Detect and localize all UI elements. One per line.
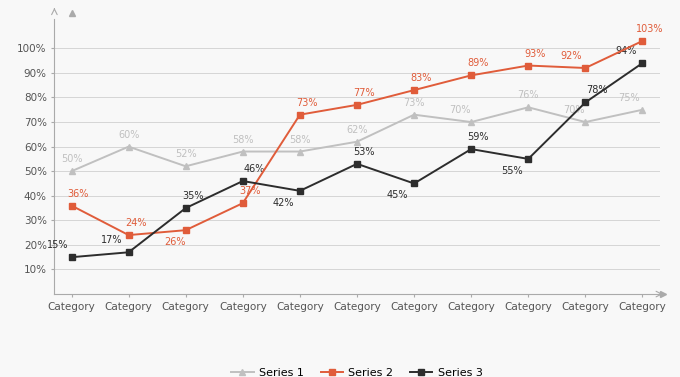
Text: 35%: 35% [182,191,203,201]
Text: 94%: 94% [615,46,636,56]
Text: 58%: 58% [232,135,254,145]
Text: 15%: 15% [47,240,69,250]
Text: 58%: 58% [289,135,311,145]
Text: 26%: 26% [164,237,186,247]
Text: 55%: 55% [500,166,522,176]
Text: 73%: 73% [296,98,318,108]
Text: 70%: 70% [564,105,585,115]
Text: 89%: 89% [467,58,489,68]
Text: 36%: 36% [68,188,89,199]
Text: 60%: 60% [118,130,139,140]
Text: 53%: 53% [353,147,375,157]
Text: 37%: 37% [239,186,260,196]
Text: 62%: 62% [346,125,368,135]
Text: 93%: 93% [524,49,546,58]
Text: 46%: 46% [243,164,265,174]
Text: 73%: 73% [403,98,425,108]
Text: 92%: 92% [561,51,582,61]
Text: 83%: 83% [410,73,432,83]
Text: 76%: 76% [517,90,539,100]
Text: 78%: 78% [585,86,607,95]
Text: 52%: 52% [175,149,197,159]
Text: 70%: 70% [449,105,471,115]
Text: 45%: 45% [387,190,408,200]
Text: 59%: 59% [467,132,489,142]
Text: 103%: 103% [636,24,663,34]
Text: 42%: 42% [273,198,294,207]
Text: 24%: 24% [125,218,146,228]
Text: 75%: 75% [617,93,639,103]
Legend: Series 1, Series 2, Series 3: Series 1, Series 2, Series 3 [227,363,487,377]
Text: 17%: 17% [101,235,122,245]
Text: 50%: 50% [61,154,82,164]
Text: 77%: 77% [353,88,375,98]
